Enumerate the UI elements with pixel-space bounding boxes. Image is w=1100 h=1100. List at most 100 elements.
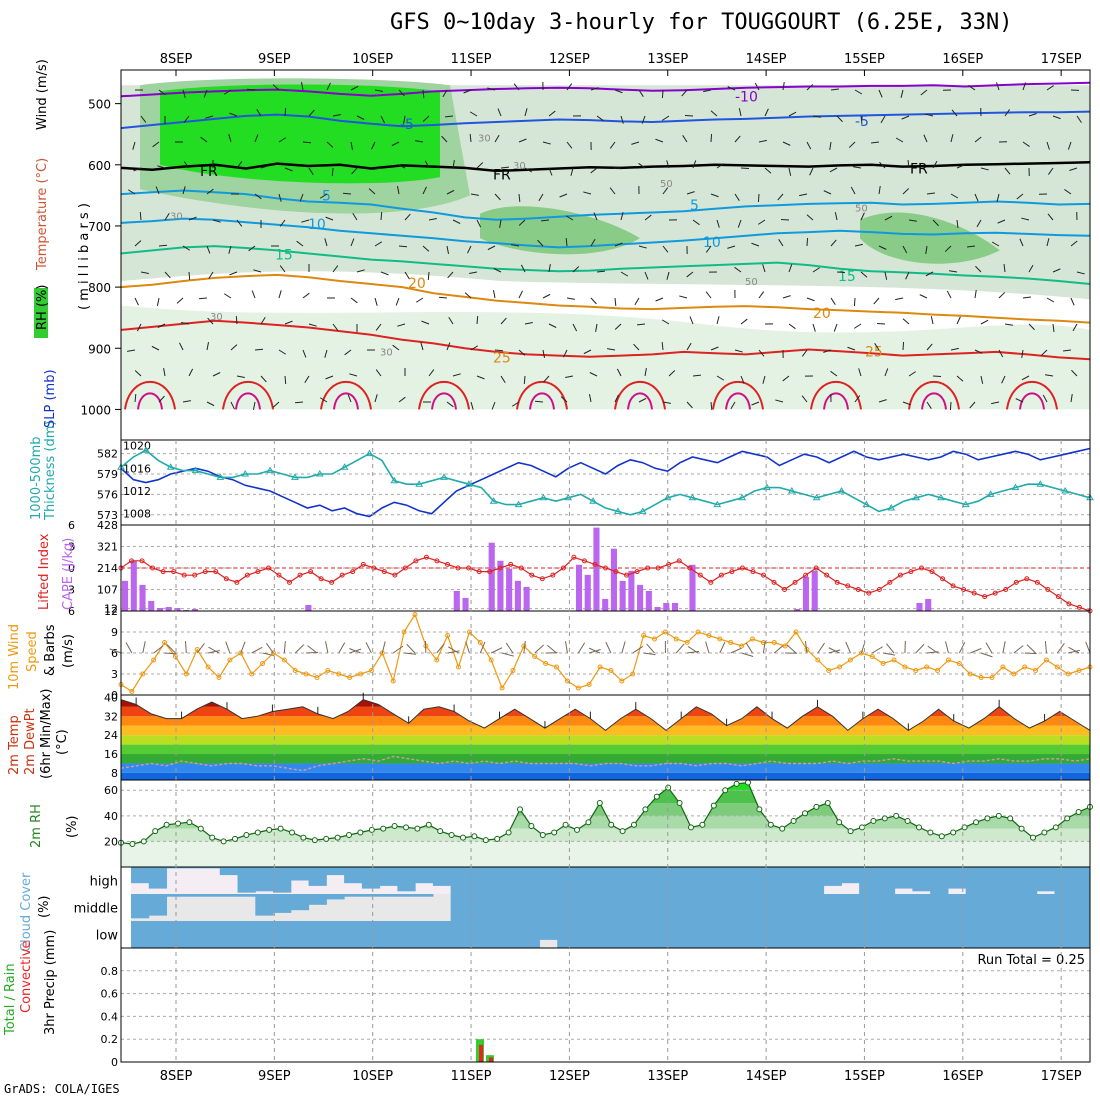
- wind-barb: [620, 212, 624, 221]
- li-tick-label: 6: [68, 605, 75, 618]
- wind-barb: [778, 239, 784, 247]
- wind-barb: [206, 342, 210, 351]
- wind-barb: [777, 193, 784, 201]
- wind-barb: [397, 164, 406, 169]
- rh-point: [619, 828, 626, 835]
- wind-barb: [134, 297, 139, 306]
- wind-barb: [427, 271, 430, 281]
- isotherm-0: [120, 161, 1091, 173]
- wind-barb: [860, 271, 868, 278]
- isotherm-label: FR: [493, 168, 511, 184]
- cloud-cell: [734, 894, 754, 921]
- cloud-cell: [326, 894, 345, 900]
- isotherm-35-arc: [921, 392, 947, 410]
- wind-barb: [834, 212, 838, 221]
- cloud-cell: [1072, 894, 1091, 921]
- wind-barb: [902, 318, 910, 325]
- wind-barb-10m: [719, 641, 726, 654]
- wind-speed-point: [314, 675, 320, 680]
- wind-barb: [181, 321, 190, 325]
- wind-barb: [470, 401, 474, 410]
- wind-barb: [681, 89, 688, 97]
- cloud-cell: [930, 894, 949, 921]
- isotherm-35-arc: [333, 392, 359, 410]
- wind-barb: [956, 219, 959, 229]
- wind-barb: [139, 211, 142, 221]
- cloud-cell: [823, 867, 842, 886]
- wind-barb-10m: [1002, 641, 1006, 654]
- wind-barb: [705, 245, 712, 253]
- cloud-cell: [699, 921, 718, 948]
- wind-barb: [634, 297, 640, 306]
- isotherm-30-arc: [124, 381, 176, 410]
- cape-bar: [811, 570, 818, 611]
- cloud-cell: [788, 867, 807, 894]
- wind-barb: [325, 216, 334, 221]
- precip-ylabel-3: 3hr Precip (mm): [43, 930, 58, 1035]
- li-point: [255, 569, 261, 575]
- wind-barb: [884, 368, 889, 377]
- wind-barb-10m: [1068, 646, 1080, 654]
- wind-speed-point: [1054, 664, 1060, 670]
- wind-barb: [428, 369, 435, 377]
- wind-barb: [860, 115, 863, 125]
- cloud-cell: [752, 921, 771, 948]
- li-ylabel: Lifted Index: [37, 533, 52, 610]
- wind-barb: [272, 401, 280, 408]
- wind-barb: [609, 187, 616, 195]
- wind-barb: [908, 371, 916, 377]
- cape-bar: [462, 597, 469, 611]
- wind-barb: [356, 115, 365, 120]
- cloud-cell: [202, 921, 221, 948]
- wind-speed-point: [292, 668, 298, 673]
- wind-barb: [812, 115, 821, 118]
- wind-ylabel-1: 10m Wind: [7, 624, 22, 690]
- li-point: [1076, 604, 1082, 610]
- wind-barb: [969, 401, 976, 409]
- wind-barb: [638, 245, 647, 249]
- wind-barb: [644, 271, 649, 280]
- isotherm--5: [120, 110, 1091, 130]
- rh-point: [813, 803, 820, 810]
- wind-speed-point: [1000, 664, 1006, 670]
- wind-barb: [956, 375, 964, 382]
- wind-barb: [572, 323, 578, 332]
- wind-barb: [788, 264, 793, 273]
- rh-legend-swatch: [34, 288, 48, 338]
- thickness-line: [120, 449, 1091, 516]
- wind-barb-10m: [262, 652, 275, 657]
- rh-point: [596, 800, 603, 807]
- slp-tick-label: 1016: [123, 462, 151, 475]
- wind-barb: [1046, 238, 1050, 247]
- wind-speed-point: [651, 636, 657, 642]
- wind-barb: [754, 82, 760, 91]
- wind-barb: [740, 167, 750, 170]
- li-point: [803, 572, 809, 578]
- li-point: [645, 565, 651, 571]
- wind-speed-point: [456, 664, 462, 670]
- wind-barb: [716, 375, 725, 381]
- wind-barb: [565, 237, 568, 247]
- wind-ylabel-4: (m/s): [61, 634, 76, 668]
- wind-speed-point: [902, 664, 908, 670]
- wind-barb-10m: [980, 652, 993, 658]
- day-label-top: 13SEP: [647, 52, 688, 67]
- wind-barb: [537, 239, 544, 247]
- wind-speed-point: [608, 668, 614, 673]
- wind-speed-point: [575, 685, 581, 691]
- wind-barb: [251, 290, 256, 299]
- li-point: [381, 569, 387, 575]
- cape-bar: [663, 602, 670, 611]
- cloud-cell: [947, 867, 967, 889]
- day-label-bottom: 17SEP: [1041, 1069, 1082, 1084]
- wind-barb-10m: [166, 644, 176, 654]
- wind-barb: [878, 399, 887, 403]
- wind-barb: [806, 141, 812, 150]
- wind-barb: [493, 268, 502, 273]
- wind-barb: [524, 321, 533, 325]
- wind-barb: [284, 167, 293, 172]
- wind-barb: [299, 193, 304, 202]
- wind-barb: [223, 89, 232, 95]
- wind-barb: [1003, 263, 1006, 273]
- li-point: [982, 594, 988, 600]
